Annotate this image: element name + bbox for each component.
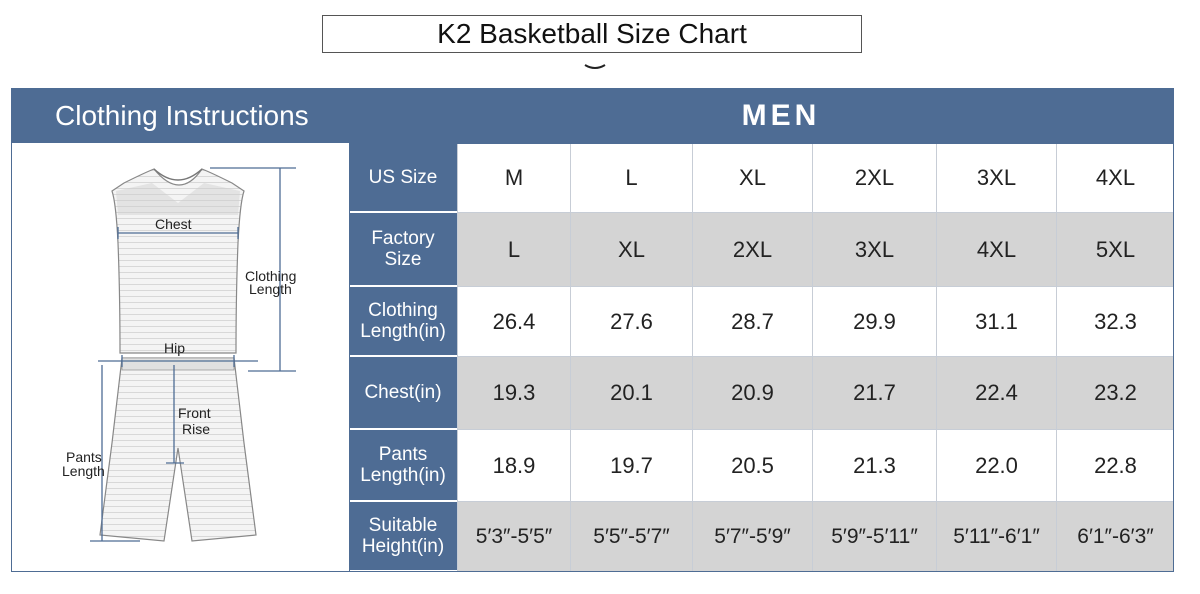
- row-header: Suitable Height(in): [349, 502, 457, 572]
- clothing-illustration-panel: Chest Hip Clothing Length Front Rise Pan…: [11, 143, 349, 572]
- table-cell: 21.7: [812, 357, 936, 430]
- table-cell: 26.4: [457, 287, 570, 357]
- table-cell: L: [570, 143, 692, 213]
- table-cell: 22.0: [936, 430, 1056, 502]
- table-cell: 31.1: [936, 287, 1056, 357]
- front-rise-label-line2: Rise: [182, 421, 210, 437]
- table-cell: 20.5: [692, 430, 812, 502]
- table-cell: 19.7: [570, 430, 692, 502]
- table-cell: 4XL: [936, 213, 1056, 287]
- table-cell: 21.3: [812, 430, 936, 502]
- table-cell: 2XL: [812, 143, 936, 213]
- table-cell: XL: [570, 213, 692, 287]
- row-header: Pants Length(in): [349, 430, 457, 502]
- table-cell: 32.3: [1056, 287, 1174, 357]
- size-table: US Size M L XL 2XL 3XL 4XL Factory Size L XL 2XL 3X…: [349, 143, 1174, 572]
- men-heading: MEN: [741, 98, 821, 132]
- table-cell: 5′7″-5′9″: [692, 502, 812, 572]
- row-header: Factory Size: [349, 213, 457, 287]
- table-cell: 19.3: [457, 357, 570, 430]
- clothing-length-label-line2: Length: [249, 281, 292, 297]
- table-cell: M: [457, 143, 570, 213]
- table-cell: 2XL: [692, 213, 812, 287]
- table-cell: 5′5″-5′7″: [570, 502, 692, 572]
- table-cell: 20.1: [570, 357, 692, 430]
- table-cell: L: [457, 213, 570, 287]
- hip-label: Hip: [164, 340, 185, 356]
- clothing-instructions-heading: Clothing Instructions: [55, 99, 309, 131]
- table-cell: 18.9: [457, 430, 570, 502]
- chevron-down-icon: [584, 64, 606, 69]
- table-cell: 29.9: [812, 287, 936, 357]
- front-rise-label-line1: Front: [178, 405, 211, 421]
- table-cell: 23.2: [1056, 357, 1174, 430]
- clothing-length-label-line1: Clothing: [245, 268, 296, 284]
- table-cell: 22.4: [936, 357, 1056, 430]
- table-cell: 27.6: [570, 287, 692, 357]
- table-cell: 3XL: [812, 213, 936, 287]
- table-cell: 5XL: [1056, 213, 1174, 287]
- basketball-uniform-illustration: Chest Hip Clothing Length Front Rise Pan…: [62, 167, 296, 542]
- row-header: US Size: [349, 143, 457, 213]
- table-cell: 5′9″-5′11″: [812, 502, 936, 572]
- shorts-shape: [99, 357, 257, 542]
- table-cell: 4XL: [1056, 143, 1174, 213]
- table-cell: 6′1″-6′3″: [1056, 502, 1174, 572]
- row-header: Chest(in): [349, 357, 457, 430]
- pants-length-label-line1: Pants: [66, 449, 102, 465]
- table-cell: 28.7: [692, 287, 812, 357]
- table-cell: 20.9: [692, 357, 812, 430]
- table-cell: 22.8: [1056, 430, 1174, 502]
- table-cell: 5′3″-5′5″: [457, 502, 570, 572]
- row-header: Clothing Length(in): [349, 287, 457, 357]
- header-bar: Clothing Instructions MEN: [11, 88, 1174, 143]
- chest-label: Chest: [155, 216, 192, 232]
- pants-length-label-line2: Length: [62, 463, 105, 479]
- table-cell: 3XL: [936, 143, 1056, 213]
- table-cell: XL: [692, 143, 812, 213]
- table-cell: 5′11″-6′1″: [936, 502, 1056, 572]
- chart-title: K2 Basketball Size Chart: [322, 15, 862, 53]
